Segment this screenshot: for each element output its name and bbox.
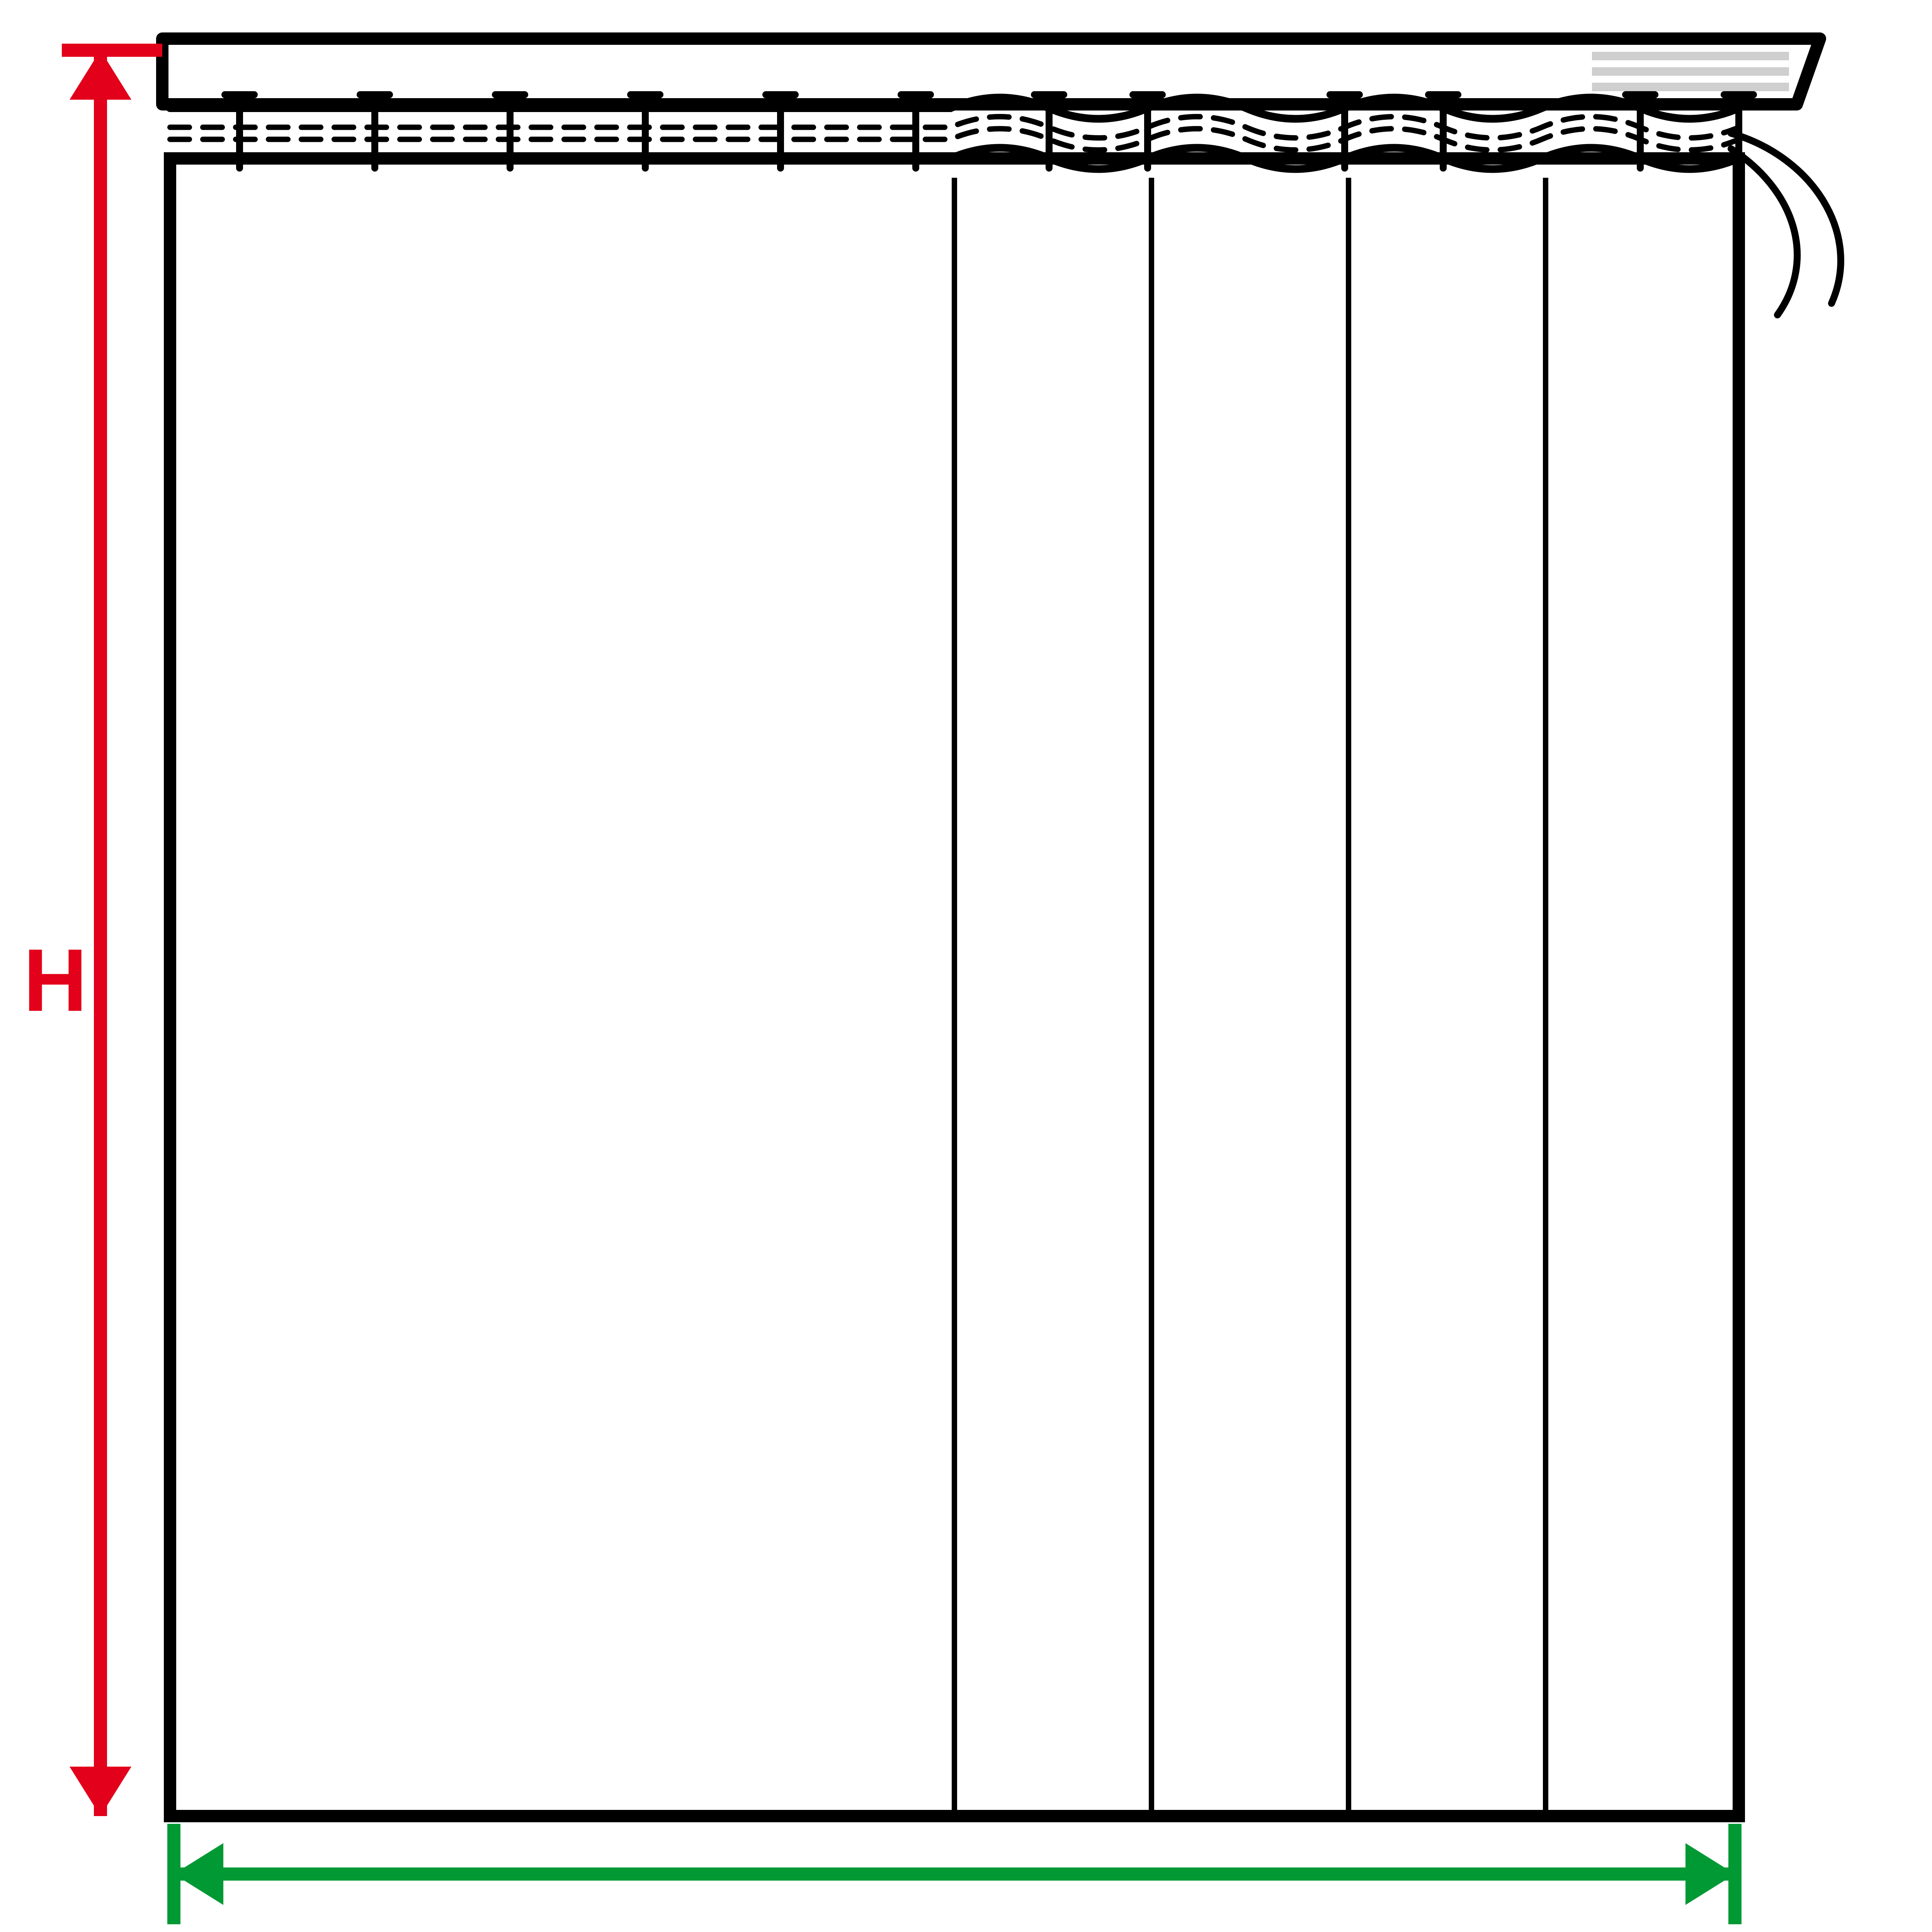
height-dim-label: H (23, 929, 87, 1031)
curtain-diagram (0, 0, 1932, 1932)
pull-cord (1731, 133, 1841, 315)
